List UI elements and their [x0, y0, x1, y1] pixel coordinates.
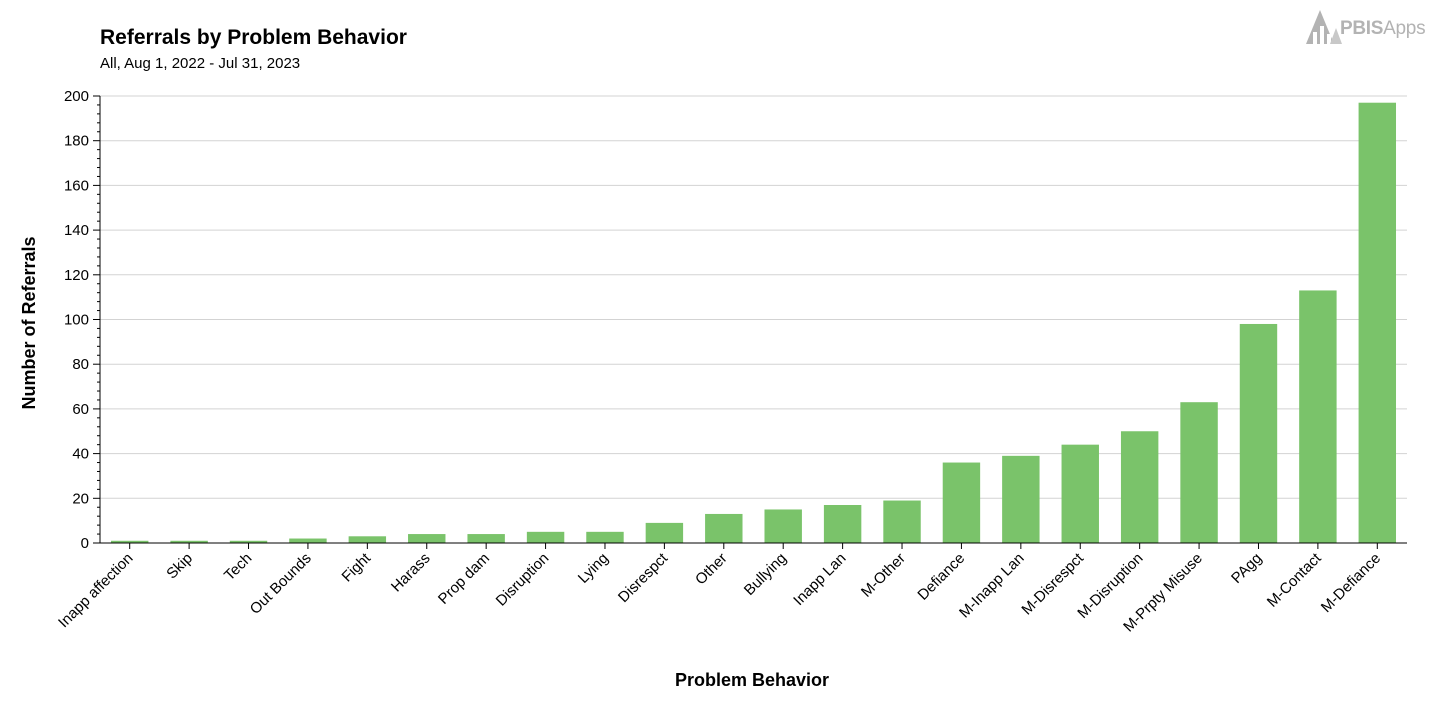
x-tick-label: Skip [163, 550, 196, 583]
bar[interactable] [1239, 323, 1278, 543]
bar[interactable] [942, 462, 981, 543]
y-axis-ticks: 0 20 40 60 80 100 120 140 160 180 200 [64, 88, 100, 552]
y-tick-label: 180 [64, 133, 89, 150]
x-axis-title: Problem Behavior [675, 670, 829, 690]
bar[interactable] [1299, 290, 1337, 543]
bar[interactable] [883, 500, 921, 543]
x-tick-label: PAgg [1228, 550, 1265, 587]
x-tick-label: Defiance [914, 550, 968, 604]
bar[interactable] [110, 540, 149, 543]
y-tick-label: 60 [72, 401, 89, 418]
y-axis-title: Number of Referrals [19, 236, 39, 409]
x-tick-label: Inapp affection [55, 550, 136, 631]
x-tick-label: M-Other [858, 550, 909, 601]
x-tick-label: Disrespct [615, 549, 672, 606]
bar[interactable] [764, 509, 802, 543]
x-tick-label: M-Defiance [1318, 550, 1384, 616]
y-tick-label: 80 [72, 356, 89, 373]
x-tick-label: Other [692, 550, 731, 589]
bar[interactable] [705, 513, 743, 543]
pbis-apps-logo-text: PBISApps [1340, 18, 1426, 39]
chart-subtitle: All, Aug 1, 2022 - Jul 31, 2023 [100, 55, 301, 72]
bar[interactable] [348, 536, 387, 543]
x-tick-label: Out Bounds [247, 550, 315, 618]
y-tick-label: 0 [81, 535, 89, 552]
bar[interactable] [1358, 102, 1397, 543]
x-tick-label: Harass [388, 550, 434, 596]
bar[interactable] [1120, 431, 1159, 543]
x-tick-label: M-Contact [1264, 549, 1326, 611]
chart-title: Referrals by Problem Behavior [100, 26, 407, 49]
x-tick-label: Inapp Lan [790, 550, 849, 609]
bar[interactable] [586, 531, 624, 543]
bar[interactable] [289, 538, 327, 543]
x-tick-label: Bullying [741, 550, 790, 599]
bar[interactable] [467, 534, 505, 543]
bar[interactable] [526, 531, 565, 543]
bar[interactable] [823, 505, 862, 543]
bar[interactable] [170, 540, 208, 543]
x-tick-label: Fight [339, 549, 375, 585]
y-tick-label: 100 [64, 312, 89, 329]
y-tick-label: 20 [72, 490, 89, 507]
bars [110, 102, 1397, 543]
y-tick-label: 40 [72, 446, 89, 463]
y-tick-label: 160 [64, 177, 89, 194]
bar[interactable] [408, 534, 446, 543]
x-tick-label: Prop dam [435, 550, 493, 608]
y-tick-label: 200 [64, 88, 89, 105]
bar[interactable] [645, 522, 684, 543]
bar[interactable] [229, 540, 268, 543]
x-tick-label: Lying [575, 550, 612, 587]
bar[interactable] [1180, 402, 1218, 543]
bar[interactable] [1002, 455, 1040, 543]
x-tick-label: Tech [221, 550, 255, 584]
pbis-apps-logo-icon [1306, 10, 1342, 44]
y-tick-label: 120 [64, 267, 89, 284]
x-tick-label: Disruption [493, 550, 553, 610]
pbis-apps-logo: PBISApps [1304, 8, 1430, 46]
y-tick-label: 140 [64, 222, 89, 239]
bar[interactable] [1061, 444, 1099, 543]
